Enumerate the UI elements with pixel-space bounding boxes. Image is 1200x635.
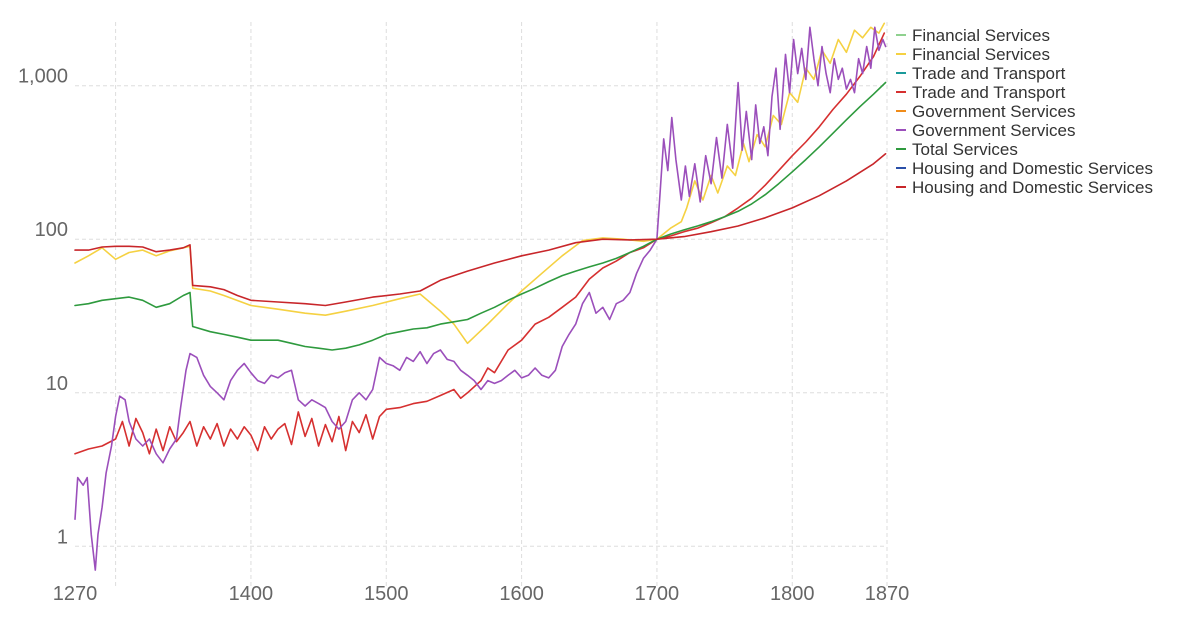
series-line-5	[74, 26, 887, 571]
x-tick-label: 1700	[635, 583, 680, 605]
series-line-8	[74, 153, 887, 307]
legend-label: Government Services	[912, 121, 1075, 140]
y-tick-label: 1,000	[18, 66, 68, 88]
x-tick-label: 1400	[229, 583, 274, 605]
series-line-3	[74, 32, 886, 455]
x-tick-label: 1270	[53, 583, 98, 605]
x-tick-label: 1800	[770, 583, 815, 605]
legend-label: Government Services	[912, 102, 1075, 121]
legend-label: Trade and Transport	[912, 83, 1066, 102]
y-tick-label: 100	[35, 219, 68, 241]
series-lines	[74, 22, 887, 571]
y-tick-label: 1	[57, 526, 68, 548]
legend-label: Housing and Domestic Services	[912, 159, 1153, 178]
series-line-6	[74, 81, 887, 351]
legend-label: Trade and Transport	[912, 64, 1066, 83]
series-line-1	[74, 22, 886, 345]
y-tick-label: 10	[46, 373, 68, 395]
grid	[75, 22, 888, 587]
x-tick-label: 1600	[499, 583, 544, 605]
x-tick-label: 1500	[364, 583, 409, 605]
legend-label: Financial Services	[912, 45, 1050, 64]
legend-label: Financial Services	[912, 26, 1050, 45]
axis-tick-labels: 1 10 100 1,000 1270 1400 1500 1600 1700 1800 1870	[18, 66, 909, 605]
legend-label: Total Services	[912, 140, 1018, 159]
legend-label: Housing and Domestic Services	[912, 178, 1153, 197]
x-tick-label: 1870	[865, 583, 910, 605]
